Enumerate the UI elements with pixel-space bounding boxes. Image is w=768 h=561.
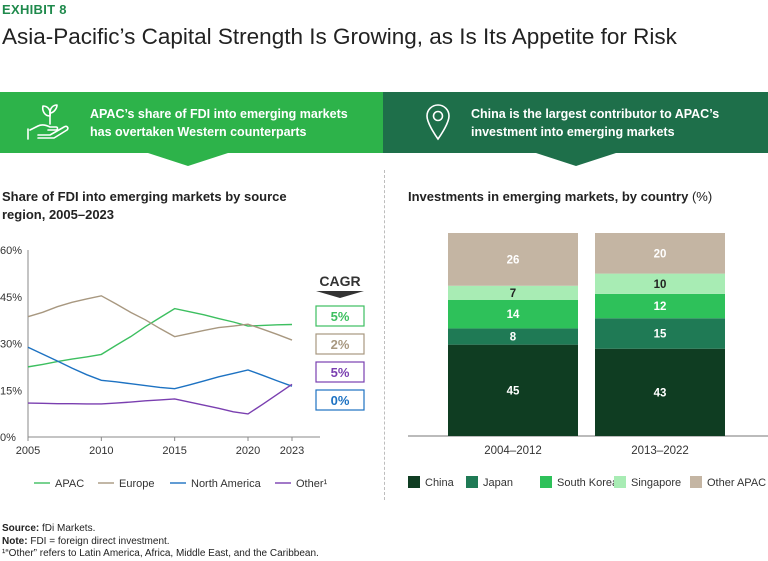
- banner-right-line1: China is the largest contributor to APAC…: [471, 107, 720, 121]
- exhibit-label: EXHIBIT 8: [2, 2, 67, 17]
- fdi-note: Note: FDI = foreign direct investment.: [2, 535, 170, 547]
- bar-chart-title: Investments in emerging markets, by coun…: [408, 188, 712, 206]
- series-line-other-: [27, 383, 293, 415]
- banner-china-contributor: China is the largest contributor to APAC…: [383, 92, 768, 153]
- legend-label: South Korea: [557, 477, 619, 489]
- bar-chart-title-text: Investments in emerging markets, by coun…: [408, 189, 689, 204]
- legend-label: Japan: [483, 477, 513, 489]
- bar-value-label: 7: [510, 288, 516, 300]
- bar-chart: 45 8 14 7 26 2004–2012 43 15 12 10 20 2013–2022 Chin…: [408, 233, 768, 489]
- banner-right-pointer: [536, 153, 616, 166]
- legend-swatch: [614, 476, 626, 488]
- banner-apac-share: APAC’s share of FDI into emerging market…: [0, 92, 383, 153]
- y-tick-label: 60%: [0, 245, 22, 257]
- cagr-value: 2%: [331, 337, 350, 352]
- line-chart-title-line2: region, 2005–2023: [2, 207, 115, 222]
- bar-value-label: 45: [507, 385, 520, 397]
- bar-chart-unit: (%): [691, 189, 713, 204]
- bar-segment-japan: [448, 328, 578, 345]
- bar-segment-japan: [595, 318, 725, 349]
- series-line-north-america: [27, 346, 293, 390]
- bar-category-label: 2004–2012: [484, 445, 542, 457]
- bar-segment-south-korea: [595, 293, 725, 319]
- bar-segment-china: [448, 344, 578, 436]
- x-tick-label: 2023: [280, 445, 304, 457]
- bar-category-label: 2013–2022: [631, 445, 689, 457]
- legend-label: North America: [191, 478, 262, 490]
- banner-left-line2: has overtaken Western counterparts: [90, 125, 307, 139]
- banner-left-line1: APAC’s share of FDI into emerging market…: [90, 107, 348, 121]
- series-line-europe: [27, 295, 293, 341]
- bar-segment-singapore: [448, 285, 578, 300]
- bar-value-label: 26: [507, 254, 520, 266]
- notes: Source: fDi Markets. Note: FDI = foreign…: [2, 523, 319, 561]
- legend-label: APAC: [55, 478, 84, 490]
- x-tick-label: 2020: [236, 445, 260, 457]
- page-title: Asia-Pacific’s Capital Strength Is Growi…: [2, 24, 677, 49]
- cagr-box: [315, 389, 365, 411]
- cagr-box: [315, 333, 365, 355]
- cagr-label: CAGR: [319, 273, 360, 289]
- location-pin-icon: [423, 102, 453, 147]
- legend-label: Other APAC: [707, 477, 766, 489]
- cagr-arrow: [316, 291, 364, 298]
- cagr-value: 5%: [331, 365, 350, 380]
- panel-divider: [384, 170, 385, 500]
- bar-value-label: 10: [654, 279, 667, 291]
- banner-right-line2: investment into emerging markets: [471, 125, 675, 139]
- legend-label: China: [425, 477, 455, 489]
- series-line-apac: [27, 307, 293, 368]
- footnote: ¹“Other” refers to Latin America, Africa…: [2, 548, 319, 559]
- legend-swatch: [540, 476, 552, 488]
- y-tick-label: 30%: [0, 339, 22, 351]
- y-tick-label: 15%: [0, 385, 22, 397]
- legend-swatch: [466, 476, 478, 488]
- bar-segment-singapore: [595, 273, 725, 294]
- line-chart-title: Share of FDI into emerging markets by so…: [2, 188, 287, 224]
- legend-swatch: [408, 476, 420, 488]
- bar-value-label: 8: [510, 332, 517, 344]
- bar-segment-other-apac: [595, 233, 725, 274]
- cagr-value: 5%: [331, 309, 350, 324]
- bar-value-label: 43: [654, 387, 667, 399]
- x-tick-label: 2010: [89, 445, 113, 457]
- legend-label: Singapore: [631, 477, 681, 489]
- legend-swatch: [690, 476, 702, 488]
- cagr-box: [315, 305, 365, 327]
- bar-segment-other-apac: [448, 233, 578, 286]
- hand-plant-icon: [24, 102, 76, 147]
- legend-label: Europe: [119, 478, 154, 490]
- bar-value-label: 14: [507, 309, 520, 321]
- banner-left-pointer: [148, 153, 228, 166]
- cagr-value: 0%: [331, 393, 350, 408]
- x-tick-label: 2005: [16, 445, 40, 457]
- y-tick-label: 0%: [0, 432, 16, 444]
- y-tick-label: 45%: [0, 292, 22, 304]
- legend-label: Other¹: [296, 478, 328, 490]
- bar-value-label: 15: [654, 328, 667, 340]
- bar-segment-china: [595, 348, 725, 436]
- bar-value-label: 20: [654, 248, 667, 260]
- cagr-box: [315, 361, 365, 383]
- line-chart-title-line1: Share of FDI into emerging markets by so…: [2, 189, 287, 204]
- bar-value-label: 12: [654, 301, 667, 313]
- x-tick-label: 2015: [162, 445, 186, 457]
- bar-segment-south-korea: [448, 299, 578, 329]
- source-note: Source: fDi Markets.: [2, 523, 96, 534]
